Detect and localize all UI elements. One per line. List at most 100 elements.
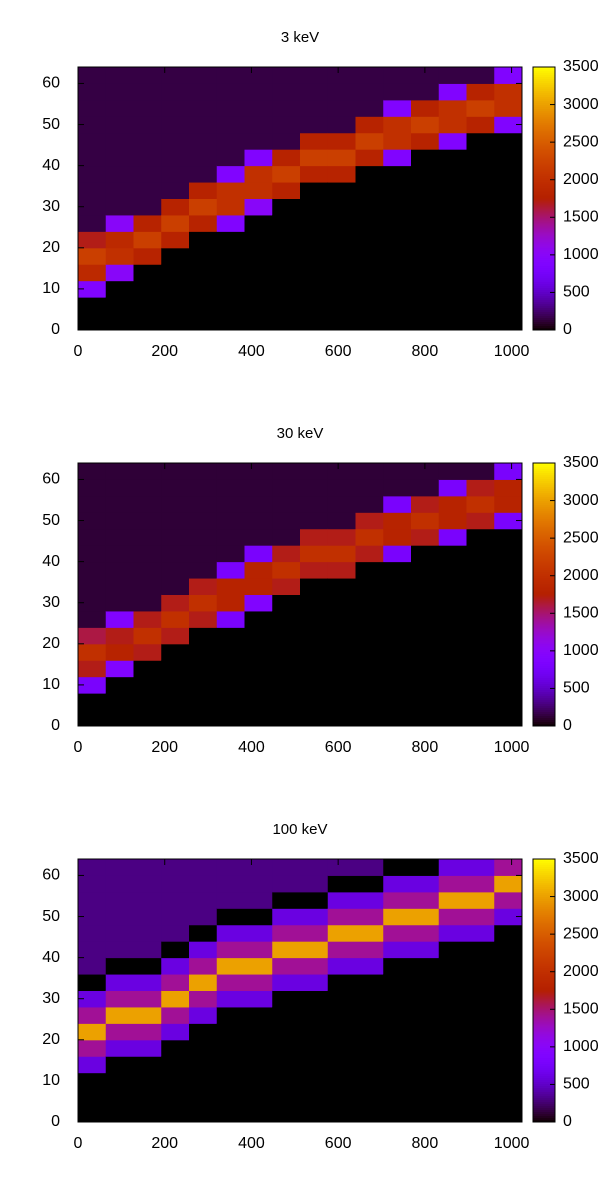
heat-cell xyxy=(105,693,134,711)
heat-cell xyxy=(78,231,107,249)
heat-cell xyxy=(494,528,523,546)
heat-cell xyxy=(300,1023,329,1041)
heat-cell xyxy=(494,264,523,282)
heat-cell xyxy=(244,578,273,595)
heat-cell xyxy=(133,1056,162,1074)
heat-cell xyxy=(216,709,245,727)
heat-cell xyxy=(355,974,384,991)
colorbar-band xyxy=(533,142,555,146)
colorbar-band xyxy=(533,932,555,936)
heat-cell xyxy=(300,83,329,101)
heat-cell xyxy=(300,1089,329,1107)
colorbar-tick-label: 3000 xyxy=(563,888,599,905)
x-tick-label: 600 xyxy=(325,1135,352,1152)
heat-cell xyxy=(438,528,467,546)
colorbar-tick-label: 2000 xyxy=(563,567,599,584)
heat-cell xyxy=(133,280,162,298)
colorbar-band xyxy=(533,976,555,980)
colorbar-band xyxy=(533,602,555,605)
heat-cell xyxy=(494,1006,523,1024)
colorbar-band xyxy=(533,162,555,166)
colorbar-band xyxy=(533,236,555,239)
colorbar-band xyxy=(533,262,555,265)
heat-cell xyxy=(438,693,467,711)
heat-cell xyxy=(161,83,190,101)
heat-cell xyxy=(189,512,218,530)
colorbar-band xyxy=(533,266,555,269)
colorbar-band xyxy=(533,286,555,289)
heat-cell xyxy=(300,99,329,117)
y-tick-label: 50 xyxy=(42,908,60,925)
heat-cell xyxy=(438,313,467,331)
heat-cell xyxy=(133,1023,162,1041)
heat-cell xyxy=(466,116,495,134)
y-tick-label: 40 xyxy=(42,949,60,966)
colorbar-band xyxy=(533,118,555,122)
colorbar-band xyxy=(533,564,555,568)
heat-cell xyxy=(383,198,412,216)
colorbar-band xyxy=(533,104,555,108)
colorbar-band xyxy=(533,212,555,215)
heat-cell xyxy=(438,610,467,628)
heat-cell xyxy=(411,1089,440,1107)
colorbar-band xyxy=(533,1010,555,1013)
heat-cell xyxy=(411,545,440,563)
heat-cell xyxy=(105,463,134,480)
heat-cell xyxy=(244,247,273,265)
colorbar-band xyxy=(533,1092,555,1095)
heat-cell xyxy=(327,1039,356,1057)
colorbar-band xyxy=(533,294,555,297)
colorbar-band xyxy=(533,1112,555,1115)
heat-cell xyxy=(438,67,467,84)
colorbar-band xyxy=(533,484,555,488)
colorbar-band xyxy=(533,906,555,910)
colorbar-band xyxy=(533,554,555,558)
heat-cell xyxy=(216,198,245,216)
colorbar-band xyxy=(533,994,555,997)
heat-cell xyxy=(466,479,495,497)
heat-cell xyxy=(272,643,301,661)
colorbar-band xyxy=(533,124,555,128)
heat-cell xyxy=(383,693,412,711)
colorbar-band xyxy=(533,172,555,176)
colorbar-band xyxy=(533,970,555,974)
colorbar-band xyxy=(533,540,555,544)
heat-cell xyxy=(300,891,329,909)
colorbar-band xyxy=(533,322,555,325)
colorbar-band xyxy=(533,1120,555,1123)
heat-cell xyxy=(383,83,412,101)
heat-cell xyxy=(78,247,107,265)
heat-cell xyxy=(438,116,467,134)
colorbar-band xyxy=(533,522,555,526)
heat-cell xyxy=(161,693,190,711)
heat-cell xyxy=(355,198,384,216)
heat-cell xyxy=(327,578,356,595)
colorbar-band xyxy=(533,859,555,862)
colorbar-band xyxy=(533,684,555,687)
heat-cell xyxy=(105,83,134,101)
heat-cell xyxy=(272,627,301,645)
heat-cell xyxy=(189,1072,218,1090)
heat-cell xyxy=(272,198,301,216)
heat-cell xyxy=(411,495,440,513)
heat-cell xyxy=(383,1072,412,1090)
colorbar-band xyxy=(533,972,555,976)
colorbar-tick-label: 500 xyxy=(563,680,590,697)
colorbar-band xyxy=(533,640,555,643)
heat-cell xyxy=(300,660,329,678)
colorbar-band xyxy=(533,1118,555,1121)
colorbar-band xyxy=(533,718,555,721)
heat-cell xyxy=(466,957,495,975)
heat-cell xyxy=(78,99,107,117)
colorbar-band xyxy=(533,1070,555,1073)
heat-cell xyxy=(466,924,495,942)
heat-cell xyxy=(189,165,218,183)
colorbar-band xyxy=(533,1102,555,1105)
heat-cell xyxy=(466,709,495,727)
colorbar-band xyxy=(533,492,555,496)
heat-cell xyxy=(494,231,523,249)
heat-cell xyxy=(189,198,218,216)
colorbar-band xyxy=(533,860,555,864)
heat-cell xyxy=(78,924,107,942)
heat-cell xyxy=(383,941,412,959)
